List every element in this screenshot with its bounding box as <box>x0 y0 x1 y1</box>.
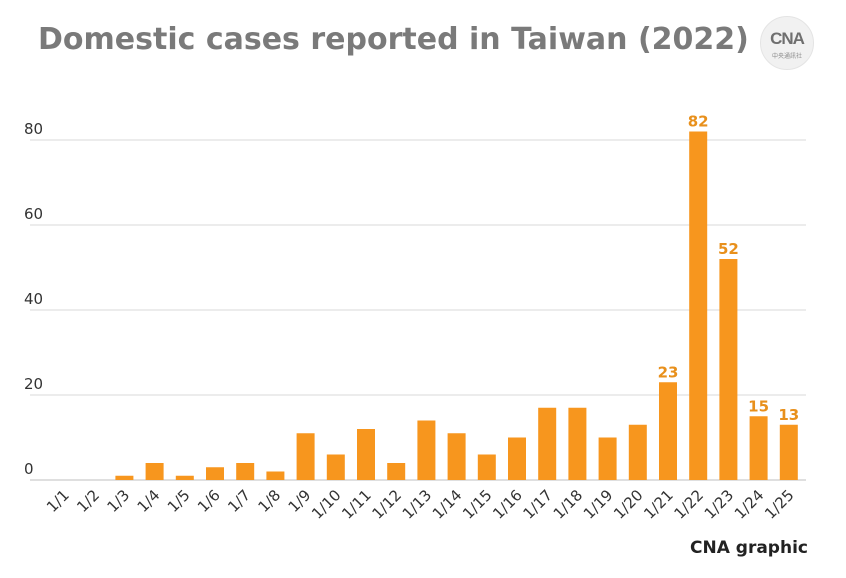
y-tick-label: 80 <box>24 120 43 138</box>
x-tick-label: 1/8 <box>254 486 284 516</box>
x-tick-label: 1/12 <box>368 486 405 523</box>
data-label: 52 <box>718 240 739 258</box>
x-axis-ticks: 1/1 1/2 1/3 1/4 1/5 1/6 1/7 1/8 1/91/101/111/121… <box>43 486 798 523</box>
bar-1/13 <box>417 420 436 480</box>
bar-1/10 <box>326 454 345 480</box>
logo-subtext: 中央通訊社 <box>771 53 802 60</box>
x-tick-label: 1/20 <box>610 486 647 523</box>
bar-1/18 <box>568 407 587 480</box>
x-tick-label: 1/22 <box>670 486 707 523</box>
x-tick-label: 1/18 <box>550 486 587 523</box>
x-tick-label: 1/21 <box>640 486 677 523</box>
bar-1/7 <box>236 463 255 480</box>
x-tick-label: 1/15 <box>459 486 496 523</box>
bar-1/21 <box>659 382 677 480</box>
x-tick-label: 1/17 <box>519 486 556 523</box>
x-tick-label: 1/19 <box>580 486 617 523</box>
cna-logo: CNA 中央通訊社 <box>760 16 814 70</box>
x-tick-label: 1/7 <box>224 486 254 516</box>
data-label: 82 <box>688 113 709 131</box>
bar-1/20 <box>628 424 647 480</box>
bars <box>115 131 798 480</box>
x-tick-label: 1/25 <box>761 486 798 523</box>
x-tick-label: 1/11 <box>338 486 375 523</box>
y-axis-ticks: 0 20 40 60 80 <box>24 120 43 478</box>
data-label: 13 <box>778 406 799 424</box>
bar-1/12 <box>387 463 406 480</box>
x-tick-label: 1/23 <box>701 486 738 523</box>
y-tick-label: 20 <box>24 375 43 393</box>
bar-1/17 <box>538 407 557 480</box>
bar-1/8 <box>266 471 285 480</box>
bar-1/5 <box>175 475 194 480</box>
x-tick-label: 1/13 <box>399 486 436 523</box>
data-label: 15 <box>748 397 769 415</box>
x-tick-label: 1/16 <box>489 486 526 523</box>
bar-1/19 <box>598 437 617 480</box>
chart-title: Domestic cases reported in Taiwan (2022) <box>38 22 749 57</box>
x-tick-label: 1/4 <box>134 486 164 516</box>
bar-1/16 <box>508 437 526 480</box>
bar-1/9 <box>296 433 315 480</box>
x-tick-label: 1/2 <box>73 486 103 516</box>
x-tick-label: 1/5 <box>164 486 194 516</box>
y-tick-label: 40 <box>24 290 43 308</box>
bar-1/14 <box>447 433 466 480</box>
logo-text: CNA <box>770 29 805 48</box>
bar-1/22 <box>689 131 708 480</box>
data-labels: 23 82 52 15 13 <box>658 113 800 424</box>
x-tick-label: 1/14 <box>429 486 466 523</box>
x-tick-label: 1/3 <box>103 486 133 516</box>
bar-1/11 <box>357 429 375 480</box>
bar-1/3 <box>115 475 134 480</box>
x-tick-label: 1/6 <box>194 486 224 516</box>
x-tick-label: 1/1 <box>43 486 73 516</box>
bar-1/4 <box>145 463 164 480</box>
data-label: 23 <box>658 363 679 381</box>
bar-1/25 <box>779 424 798 480</box>
bar-1/15 <box>477 454 496 480</box>
bar-1/6 <box>206 467 224 480</box>
x-tick-label: 1/10 <box>308 486 345 523</box>
y-tick-label: 0 <box>24 460 34 478</box>
bar-1/24 <box>749 416 768 480</box>
x-tick-label: 1/24 <box>731 486 768 523</box>
y-tick-label: 60 <box>24 205 43 223</box>
bar-1/23 <box>719 259 738 480</box>
credit-text: CNA graphic <box>690 538 808 558</box>
